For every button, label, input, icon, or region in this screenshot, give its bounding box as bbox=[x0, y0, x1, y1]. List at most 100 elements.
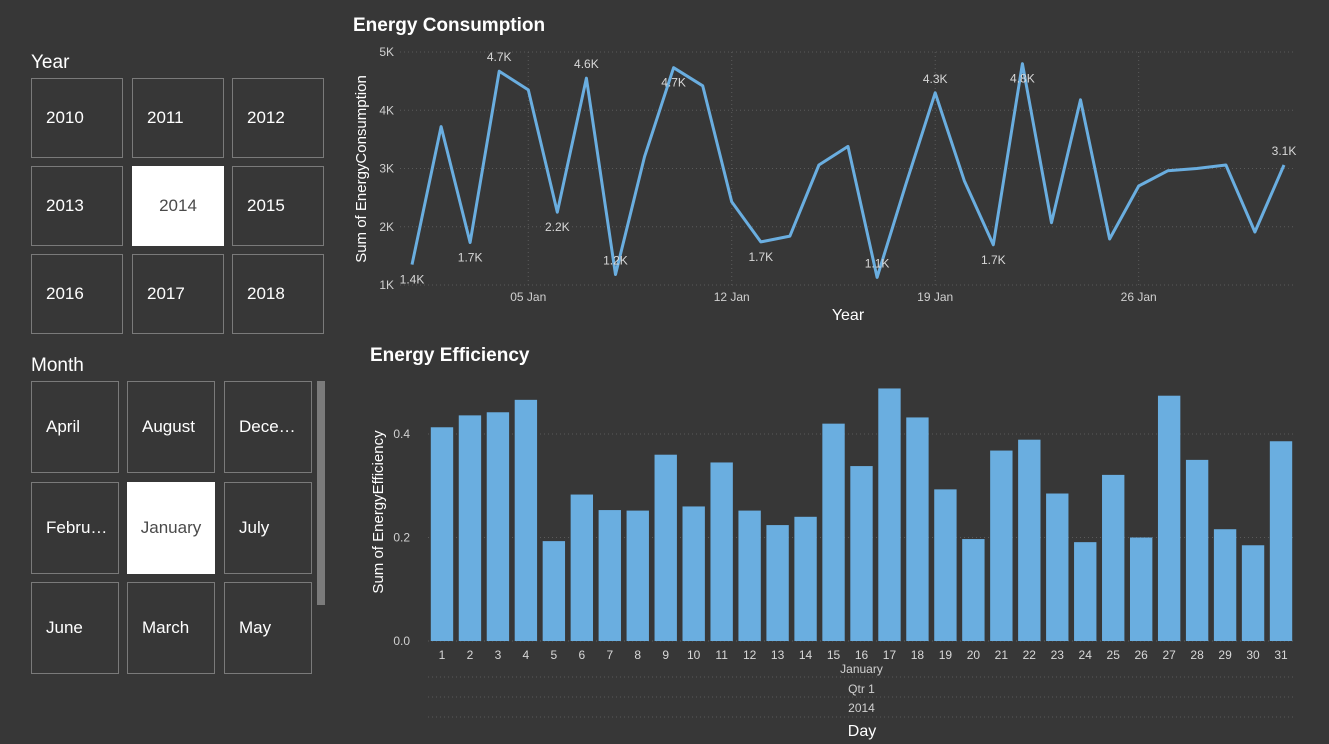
data-label: 4.8K bbox=[1010, 72, 1035, 86]
x-tick-label: 19 Jan bbox=[917, 290, 953, 304]
year-option-2016[interactable]: 2016 bbox=[31, 254, 123, 334]
x-tick-label: 7 bbox=[606, 648, 613, 662]
data-label: 1.7K bbox=[458, 250, 483, 264]
x-tick-label: 24 bbox=[1079, 648, 1093, 662]
y-tick-label: 4K bbox=[379, 103, 394, 117]
x-tick-label: 30 bbox=[1246, 648, 1260, 662]
bar-day-5 bbox=[542, 541, 566, 641]
x-hierarchy-label: 2014 bbox=[848, 701, 875, 715]
x-axis-title: Day bbox=[848, 723, 876, 740]
data-label: 1.7K bbox=[981, 253, 1006, 267]
bar-day-4 bbox=[514, 399, 538, 641]
x-tick-label: 05 Jan bbox=[510, 290, 546, 304]
month-option-august[interactable]: August bbox=[127, 381, 215, 473]
x-tick-label: 11 bbox=[715, 648, 728, 662]
x-tick-label: 6 bbox=[578, 648, 585, 662]
energy-consumption-title: Energy Consumption bbox=[353, 15, 546, 36]
month-option-febru[interactable]: Febru… bbox=[31, 482, 119, 574]
x-tick-label: 20 bbox=[967, 648, 981, 662]
bar-day-25 bbox=[1102, 474, 1125, 641]
x-axis-title: Year bbox=[832, 307, 865, 324]
x-tick-label: 26 bbox=[1134, 648, 1148, 662]
bar-day-18 bbox=[906, 417, 929, 641]
x-tick-label: 2 bbox=[467, 648, 474, 662]
month-option-may[interactable]: May bbox=[224, 582, 312, 674]
data-label: 4.6K bbox=[574, 57, 599, 71]
bar-day-27 bbox=[1157, 395, 1181, 641]
year-option-2013[interactable]: 2013 bbox=[31, 166, 123, 246]
y-tick-label: 3K bbox=[379, 162, 394, 176]
x-tick-label: 12 bbox=[743, 648, 757, 662]
bar-day-14 bbox=[794, 516, 817, 641]
data-label: 4.3K bbox=[923, 72, 948, 86]
month-option-june[interactable]: June bbox=[31, 582, 119, 674]
y-tick-label: 0.0 bbox=[393, 634, 410, 648]
y-tick-label: 5K bbox=[379, 45, 394, 59]
x-tick-label: 25 bbox=[1107, 648, 1121, 662]
x-tick-label: 17 bbox=[883, 648, 897, 662]
x-tick-label: 16 bbox=[855, 648, 869, 662]
year-option-2015[interactable]: 2015 bbox=[232, 166, 324, 246]
x-tick-label: 19 bbox=[939, 648, 953, 662]
x-tick-label: 21 bbox=[995, 648, 1009, 662]
bar-day-31 bbox=[1269, 441, 1293, 641]
x-hierarchy-label: January bbox=[840, 662, 883, 676]
bar-day-22 bbox=[1018, 439, 1041, 641]
data-label: 1.2K bbox=[603, 254, 628, 268]
year-option-2017[interactable]: 2017 bbox=[132, 254, 224, 334]
y-tick-label: 0.4 bbox=[393, 427, 410, 441]
energy-consumption-series bbox=[410, 62, 1286, 279]
y-tick-label: 1K bbox=[379, 278, 394, 292]
x-tick-label: 26 Jan bbox=[1121, 290, 1157, 304]
x-tick-label: 18 bbox=[911, 648, 925, 662]
bar-day-20 bbox=[962, 539, 985, 641]
year-slicer-title: Year bbox=[31, 52, 70, 73]
x-tick-label: 29 bbox=[1218, 648, 1232, 662]
bar-day-28 bbox=[1185, 459, 1209, 641]
bar-day-8 bbox=[626, 510, 649, 641]
bar-day-7 bbox=[598, 510, 621, 641]
bar-day-16 bbox=[850, 466, 873, 641]
bar-day-10 bbox=[682, 506, 705, 641]
energy-efficiency-title: Energy Efficiency bbox=[370, 345, 530, 366]
y-axis-title: Sum of EnergyEfficiency bbox=[370, 430, 387, 594]
energy-efficiency-chart: 0.00.20.41 2 3 4 5 6 7 8 9 10 11 12 13 14 15 16 17 18 19 20… bbox=[370, 388, 1295, 740]
x-tick-label: 10 bbox=[687, 648, 701, 662]
month-option-july[interactable]: July bbox=[224, 482, 312, 574]
month-option-january[interactable]: January bbox=[127, 482, 215, 574]
data-label: 4.7K bbox=[661, 76, 686, 90]
month-option-dece[interactable]: Dece… bbox=[224, 381, 312, 473]
bar-day-19 bbox=[934, 489, 957, 641]
year-option-2010[interactable]: 2010 bbox=[31, 78, 123, 158]
x-tick-label: 3 bbox=[495, 648, 502, 662]
x-tick-label: 5 bbox=[551, 648, 558, 662]
bar-day-12 bbox=[738, 510, 761, 641]
data-label: 3.1K bbox=[1272, 144, 1297, 158]
bar-day-15 bbox=[822, 423, 845, 641]
x-tick-label: 28 bbox=[1190, 648, 1204, 662]
month-option-april[interactable]: April bbox=[31, 381, 119, 473]
y-axis-title: Sum of EnergyConsumption bbox=[353, 75, 370, 263]
year-option-2011[interactable]: 2011 bbox=[132, 78, 224, 158]
year-option-2012[interactable]: 2012 bbox=[232, 78, 324, 158]
x-tick-label: 31 bbox=[1274, 648, 1288, 662]
data-label: 2.2K bbox=[545, 220, 570, 234]
bar-day-17 bbox=[878, 388, 901, 641]
month-option-march[interactable]: March bbox=[127, 582, 215, 674]
bar-day-26 bbox=[1129, 537, 1153, 641]
x-tick-label: 4 bbox=[523, 648, 530, 662]
x-tick-label: 9 bbox=[662, 648, 669, 662]
bar-day-29 bbox=[1213, 529, 1237, 641]
bar-day-23 bbox=[1046, 493, 1069, 641]
year-option-2018[interactable]: 2018 bbox=[232, 254, 324, 334]
x-tick-label: 22 bbox=[1023, 648, 1037, 662]
bar-day-2 bbox=[458, 415, 482, 641]
year-option-2014[interactable]: 2014 bbox=[132, 166, 224, 246]
x-tick-label: 14 bbox=[799, 648, 813, 662]
bar-day-6 bbox=[570, 494, 594, 641]
x-tick-label: 12 Jan bbox=[714, 290, 750, 304]
bar-day-9 bbox=[654, 454, 677, 641]
month-slicer-scrollbar[interactable] bbox=[317, 381, 325, 605]
bar-day-1 bbox=[430, 427, 454, 641]
bar-day-24 bbox=[1074, 542, 1097, 641]
